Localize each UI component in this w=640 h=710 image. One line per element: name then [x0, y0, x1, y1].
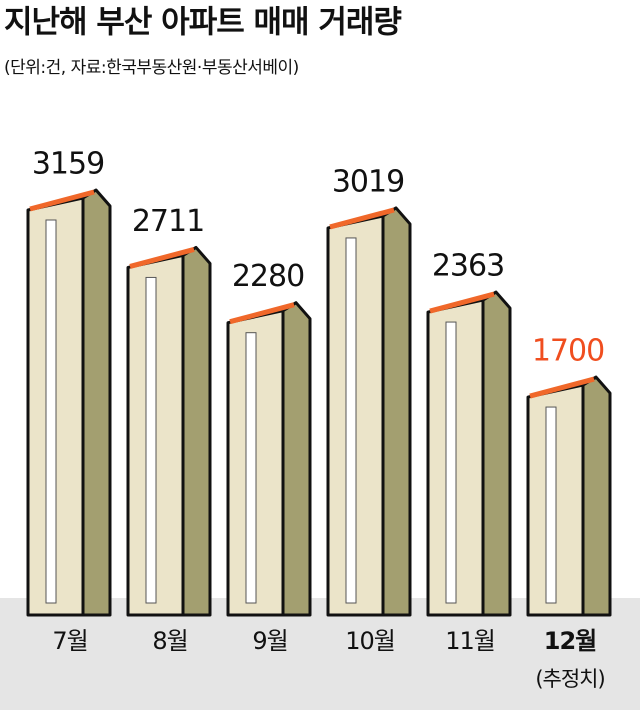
- ground: [0, 598, 640, 710]
- bar-roof: [329, 207, 395, 230]
- value-label: 2711: [132, 204, 204, 239]
- x-tick-label: 10월: [345, 627, 395, 655]
- bar-side: [581, 375, 612, 617]
- annotation: (추정치): [535, 667, 604, 691]
- x-tick-label: 8월: [152, 627, 187, 655]
- value-label: 3159: [32, 147, 104, 182]
- bar-side: [81, 188, 112, 617]
- x-tick-label: 12월: [544, 627, 596, 655]
- chart-subtitle: (단위:건, 자료:한국부동산원·부동산서베이): [4, 58, 299, 78]
- value-label: 1700: [532, 334, 604, 369]
- bar-side: [281, 301, 312, 617]
- bar-roof: [529, 376, 595, 399]
- bar-side: [181, 245, 212, 617]
- value-label: 3019: [332, 164, 404, 199]
- value-label: 2363: [432, 249, 504, 284]
- bar-roof: [429, 291, 495, 314]
- bar-side: [381, 206, 412, 617]
- bar-roof: [129, 247, 195, 269]
- bar-window: [245, 332, 257, 604]
- bar-window: [545, 406, 557, 604]
- bar-window: [45, 219, 57, 604]
- x-tick-label: 9월: [252, 627, 287, 655]
- bar-roof: [229, 302, 295, 325]
- bar-window: [145, 276, 157, 604]
- x-tick-label: 11월: [445, 627, 495, 655]
- chart-title: 지난해 부산 아파트 매매 거래량: [4, 5, 401, 41]
- bar-side: [481, 290, 512, 617]
- bar-window: [345, 237, 357, 604]
- x-tick-label: 7월: [52, 627, 87, 655]
- bar-roof: [29, 189, 95, 212]
- bar-window: [445, 321, 457, 604]
- value-label: 2280: [232, 259, 304, 294]
